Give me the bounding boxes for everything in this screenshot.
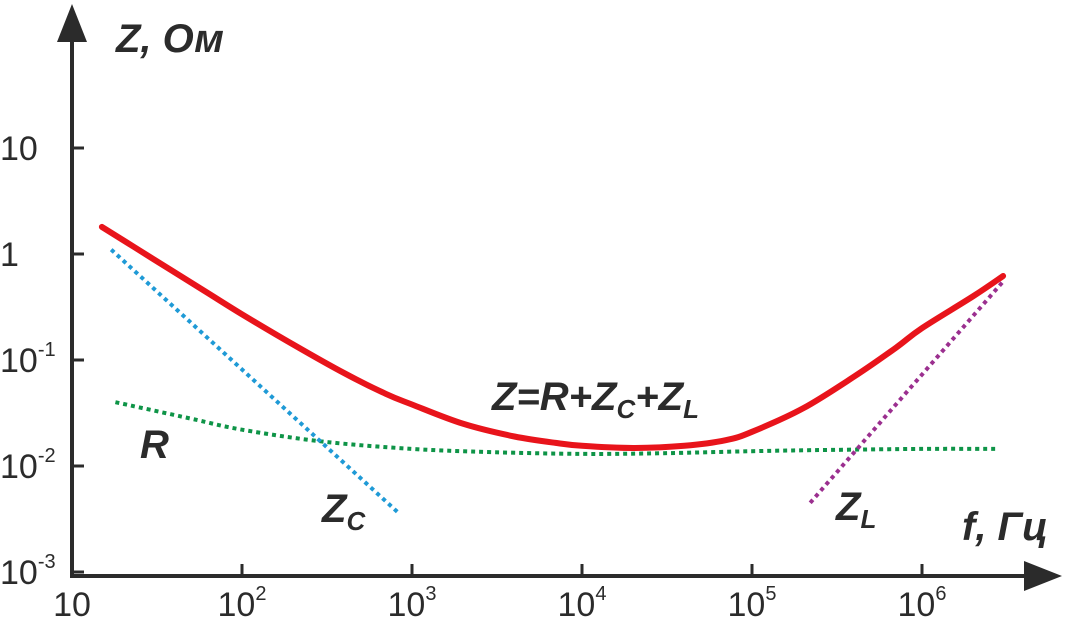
series-label-total: Z=R+ZC+ZL (491, 375, 699, 424)
x-tick-label: 106 (898, 583, 947, 624)
y-tick-label: 1 (0, 236, 19, 274)
x-axis-arrow (1024, 561, 1062, 591)
x-ticks: 10 102 103 104 105 106 (53, 564, 946, 624)
series-line-total (98, 223, 1007, 452)
x-tick-label: 104 (558, 583, 607, 624)
series-line-zc (109, 248, 402, 516)
x-tick-label: 103 (388, 583, 437, 624)
y-tick-label: 10-3 (0, 551, 56, 592)
y-axis-arrow (57, 4, 87, 42)
series-label-zl: ZL (835, 485, 876, 534)
x-tick-label: 10 (53, 586, 91, 624)
series-label-zc: ZC (321, 487, 366, 536)
y-tick-label: 10-2 (0, 445, 56, 486)
axes (57, 4, 1062, 591)
y-tick-label: 10 (0, 130, 38, 168)
series-layer (98, 223, 1007, 516)
y-ticks: 10 1 10-1 10-2 10-3 (0, 130, 84, 592)
x-axis-title: f, Гц (962, 505, 1048, 549)
y-tick-label: 10-1 (0, 339, 56, 380)
series-line-r (114, 400, 999, 456)
x-tick-label: 102 (218, 583, 267, 624)
series-line-zl (808, 280, 1005, 505)
y-axis-title: Z, Ом (115, 17, 224, 61)
x-tick-label: 105 (728, 583, 777, 624)
series-label-r: R (140, 423, 169, 467)
